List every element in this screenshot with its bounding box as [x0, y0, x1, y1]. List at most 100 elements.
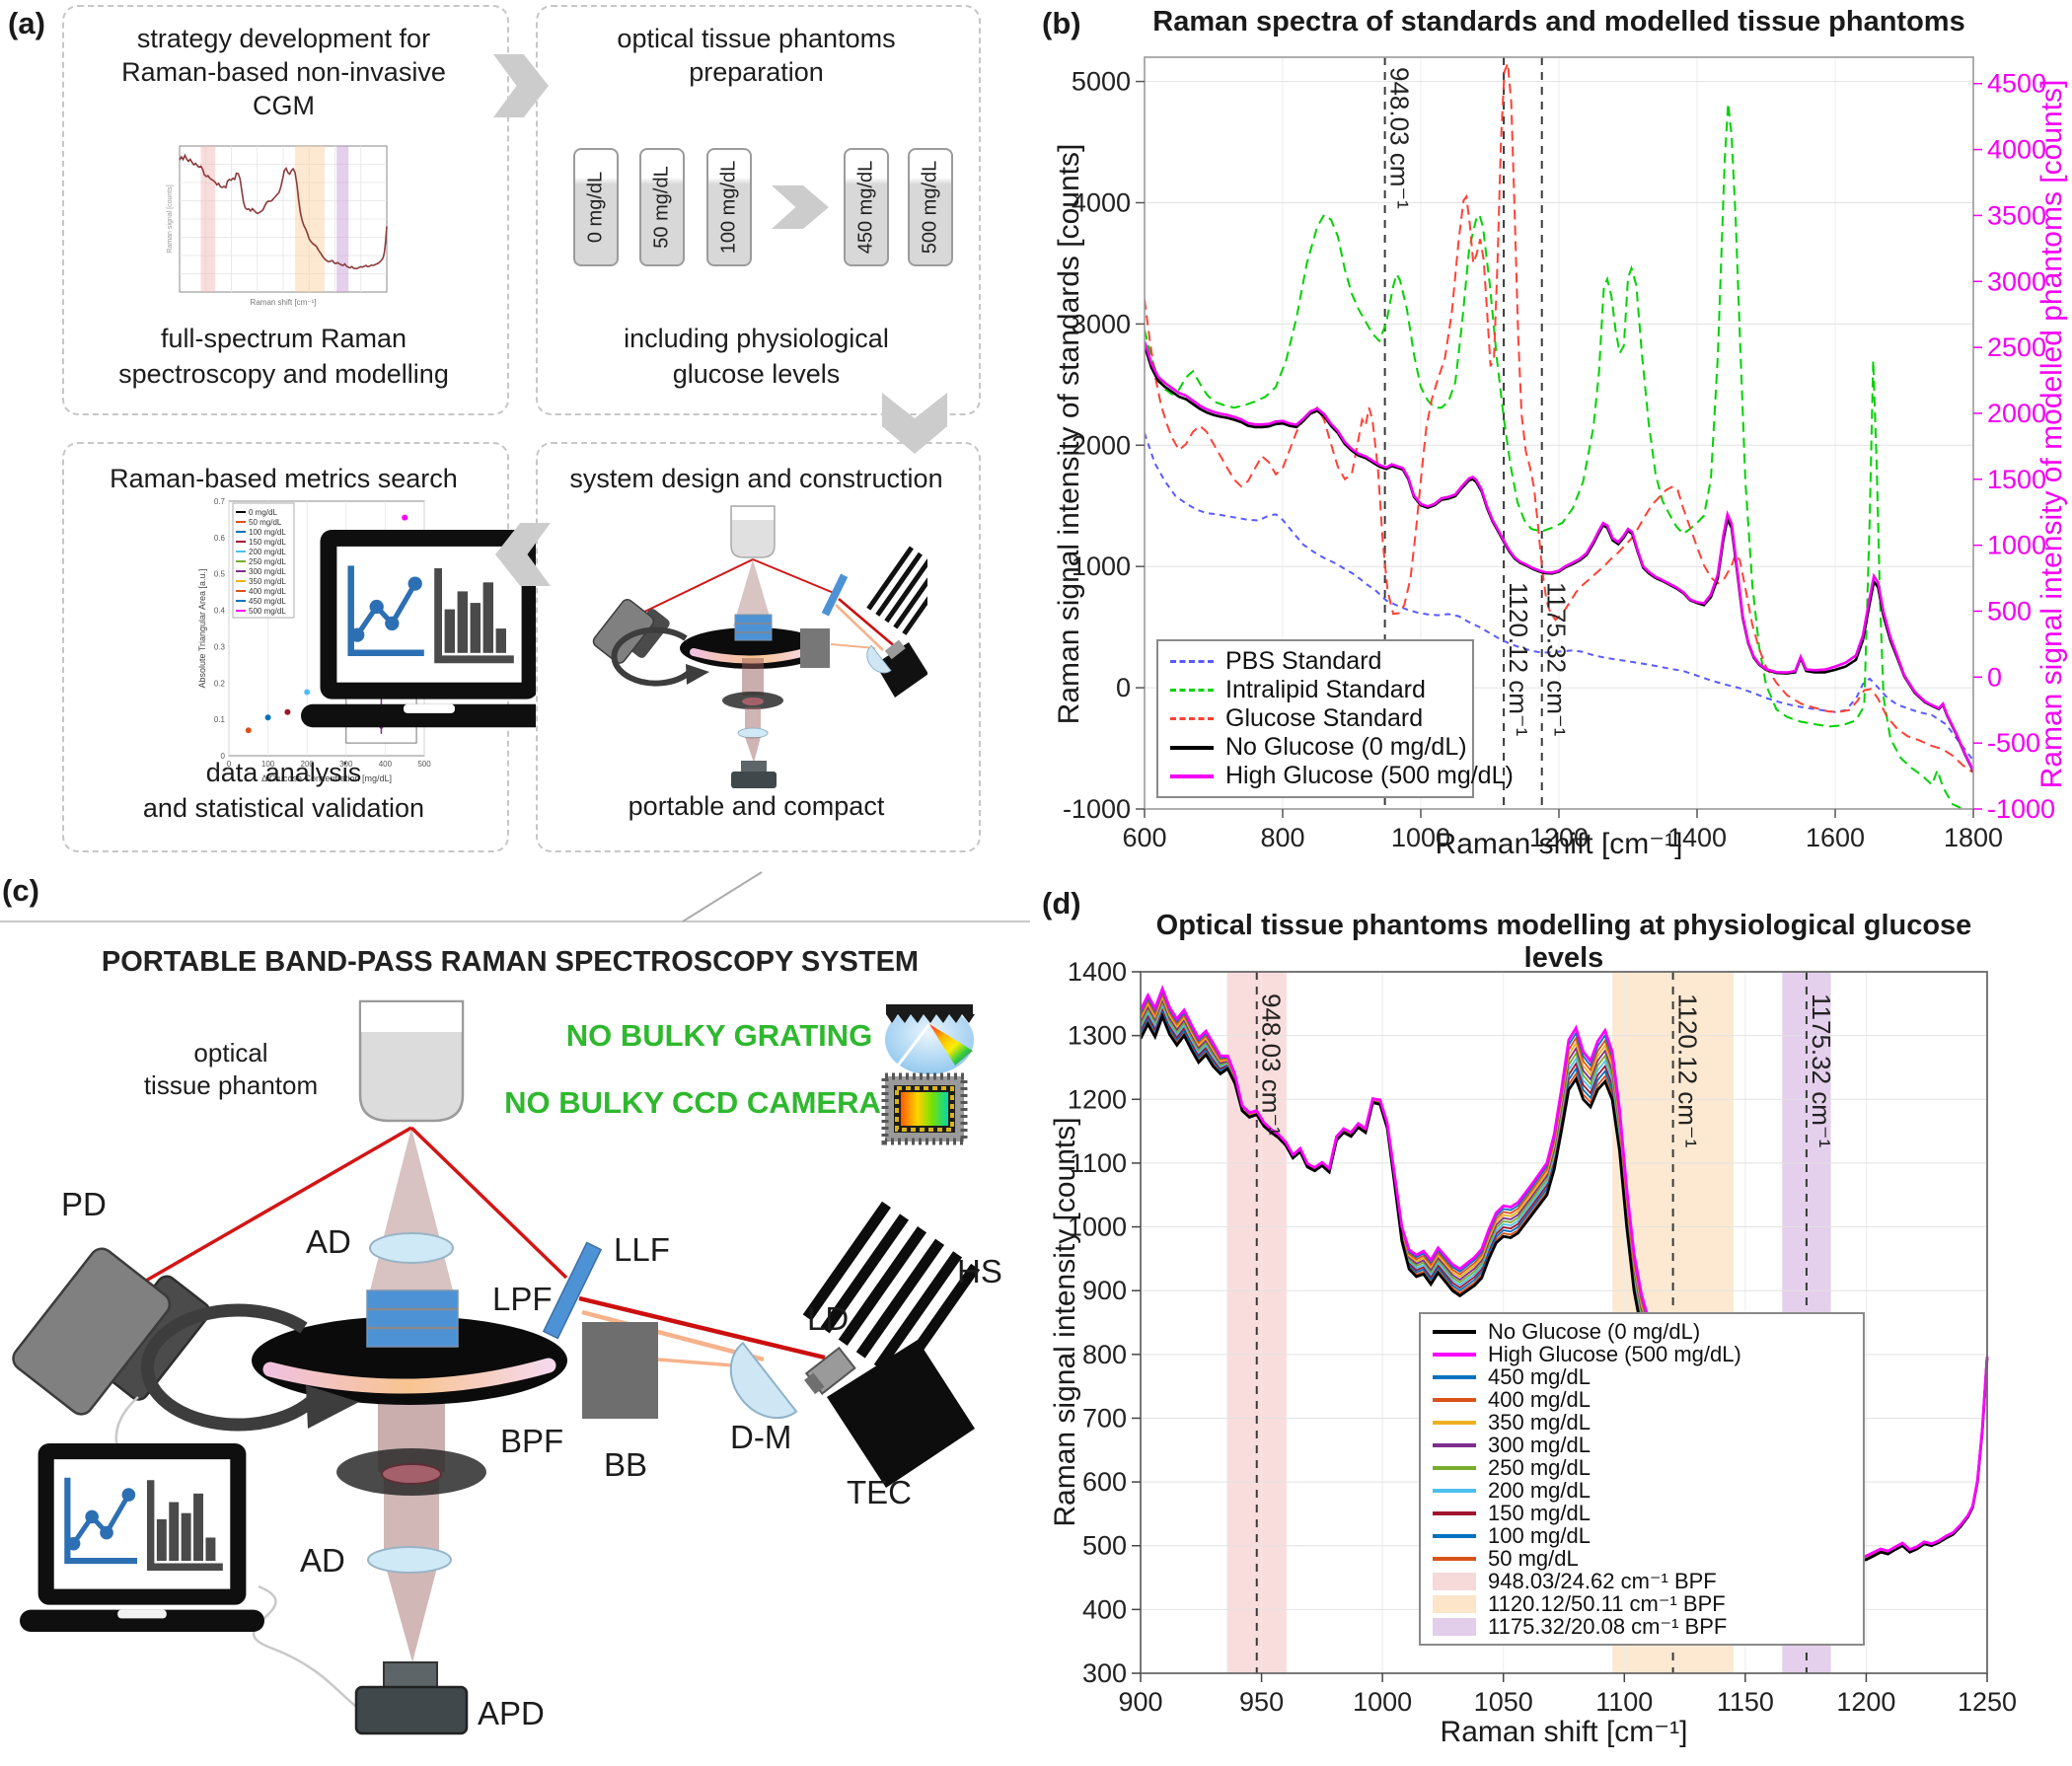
beam-block	[582, 1322, 658, 1419]
y-tick-label: 800	[1082, 1340, 1127, 1369]
vial-label: 0 mg/dL	[584, 171, 607, 244]
vial-label: 500 mg/dL	[919, 160, 941, 255]
ad1-label: AD	[306, 1223, 351, 1260]
x-tick-label: 1050	[1474, 1687, 1533, 1717]
series-high-glucose-500-mg-dl-	[1145, 340, 1973, 772]
chart-b-legend: PBS Standard Intralipid Standard Glucose S…	[1156, 639, 1514, 798]
y-tick-label-left: 4000	[1072, 187, 1131, 217]
y-tick-label: 1100	[1070, 1148, 1127, 1178]
x-tick-label: 1250	[1958, 1687, 2017, 1717]
box1-caption-2: spectroscopy and modelling	[118, 359, 449, 389]
mini-y-tick: 0.3	[214, 642, 226, 651]
box3-caption-1: data analysis	[205, 758, 362, 787]
x-tick-label: 1200	[1836, 1687, 1895, 1717]
mini-x-tick: 300	[339, 760, 353, 769]
bpf-filter	[336, 1448, 486, 1496]
vial-label: 50 mg/dL	[650, 166, 673, 249]
cuvette	[358, 999, 465, 1123]
mini-x-tick: 100	[261, 760, 275, 769]
ld-label: LD	[807, 1300, 849, 1337]
chart-b-ylabel-left: Raman signal intensity of standards [cou…	[1053, 143, 1085, 725]
box1-title-2: Raman-based non-invasive	[121, 57, 446, 87]
y-tick-label: 900	[1082, 1276, 1127, 1305]
scatter-point	[245, 727, 252, 734]
box2-title-1: optical tissue phantoms	[617, 24, 896, 53]
collection-beam	[581, 1309, 765, 1362]
scatter-point	[284, 708, 291, 715]
y-tick-label-right: 0	[1987, 662, 2002, 692]
dm-label: D-M	[730, 1419, 791, 1455]
panel-a-label: (a)	[8, 6, 45, 40]
legend-entry: 400 mg/dL	[1433, 1387, 1851, 1412]
panel-b-spectra-chart: (b) Raman spectra of standards and model…	[1036, 0, 2072, 868]
box2-title-2: preparation	[689, 57, 824, 87]
legend-entry: No Glucose (0 mg/dL)	[1433, 1319, 1851, 1344]
tec-device	[827, 1340, 975, 1488]
x-tick-label: 800	[1260, 823, 1304, 852]
x-tick-label: 1200	[1529, 823, 1589, 852]
mini-y-tick: 0.5	[214, 570, 226, 579]
y-tick-label: 600	[1082, 1467, 1127, 1497]
x-tick-label: 1600	[1806, 823, 1865, 852]
vial-450-mg/dL: 450 mg/dL	[844, 148, 889, 266]
legend-entry: No Glucose (0 mg/dL)	[1170, 733, 1467, 762]
phantom-label-1: optical	[193, 1038, 267, 1067]
y-tick-label-right: 4000	[1987, 135, 2046, 165]
panel-c-system-diagram: (c)	[0, 868, 1036, 1766]
llf-label: LLF	[614, 1231, 670, 1268]
y-tick-label-right: 500	[1987, 596, 2032, 625]
y-tick-label-right: 3500	[1987, 200, 2046, 230]
mini-system-diagram	[592, 505, 927, 788]
x-tick-label: 900	[1118, 1687, 1162, 1717]
y-tick-label: 300	[1082, 1658, 1127, 1688]
chart-d-xlabel: Raman shift [cm⁻¹]	[1440, 1716, 1688, 1748]
x-tick-label: 1400	[1667, 823, 1727, 852]
chart-d-legend: No Glucose (0 mg/dL) High Glucose (500 mg…	[1419, 1312, 1865, 1646]
mini-spectrum-chart: Raman shift [cm⁻¹] Raman signal [counts]	[167, 145, 388, 307]
svg-text:100 mg/dL: 100 mg/dL	[249, 528, 286, 537]
tec-label: TEC	[847, 1474, 912, 1510]
x-tick-label: 1000	[1353, 1687, 1412, 1717]
chart-d-title: Optical tissue phantoms modelling at phy…	[1155, 910, 1972, 974]
system-diagram: PORTABLE BAND-PASS RAMAN SPECTROSCOPY SY…	[12, 946, 1002, 1735]
y-tick-label-left: 5000	[1072, 67, 1131, 97]
legend-entry: High Glucose (500 mg/dL)	[1170, 762, 1514, 790]
legend-entry: 350 mg/dL	[1433, 1410, 1851, 1435]
y-tick-label: 1200	[1068, 1084, 1127, 1114]
laptop-icon	[301, 530, 557, 728]
laser-beams	[145, 1126, 826, 1368]
panel-d-modelling-chart: (d) Optical tissue phantoms modelling at…	[1036, 868, 2072, 1766]
bpf-label: BPF	[500, 1423, 563, 1459]
legend-entry: 250 mg/dL	[1433, 1455, 1851, 1480]
box3-title: Raman-based metrics search	[110, 464, 458, 493]
x-tick-label: 600	[1122, 823, 1166, 852]
laser-diode	[804, 1346, 856, 1395]
legend-entry: Intralipid Standard	[1170, 676, 1460, 704]
box4-caption: portable and compact	[628, 791, 885, 821]
lpf-label: LPF	[492, 1281, 553, 1317]
y-tick-label-left: 0	[1116, 673, 1131, 702]
annotation-label: 1120.12 cm⁻¹	[1504, 582, 1533, 737]
legend-entry: PBS Standard	[1170, 647, 1460, 676]
svg-text:150 mg/dL: 150 mg/dL	[249, 538, 286, 547]
annotation-label: 1120.12 cm⁻¹	[1673, 993, 1703, 1148]
series-intralipid-standard	[1145, 103, 1964, 809]
ccd-icon	[881, 1072, 968, 1145]
svg-text:300 mg/dL: 300 mg/dL	[249, 567, 286, 576]
y-tick-label-right: 2500	[1987, 332, 2046, 362]
mini-y-tick: 0.6	[214, 534, 226, 543]
legend-entry: High Glucose (500 mg/dL)	[1433, 1342, 1851, 1366]
y-tick-label-right: -500	[1987, 728, 2040, 758]
y-tick-label: 1400	[1068, 957, 1127, 987]
annotation-label: 1175.32 cm⁻¹	[1542, 582, 1572, 737]
rotation-arrow-icon	[140, 1303, 359, 1432]
mini-x-tick: 200	[301, 760, 315, 769]
y-tick-label-right: 3000	[1987, 266, 2046, 296]
y-tick-label-left: 3000	[1072, 309, 1131, 338]
panel-a-flowchart: (a) strategy development for Raman-based…	[0, 0, 1036, 868]
llf-filter	[542, 1241, 603, 1340]
legend-entry-band: 948.03/24.62 cm⁻¹ BPF	[1433, 1569, 1851, 1593]
phantom-label-2: tissue phantom	[144, 1070, 318, 1100]
